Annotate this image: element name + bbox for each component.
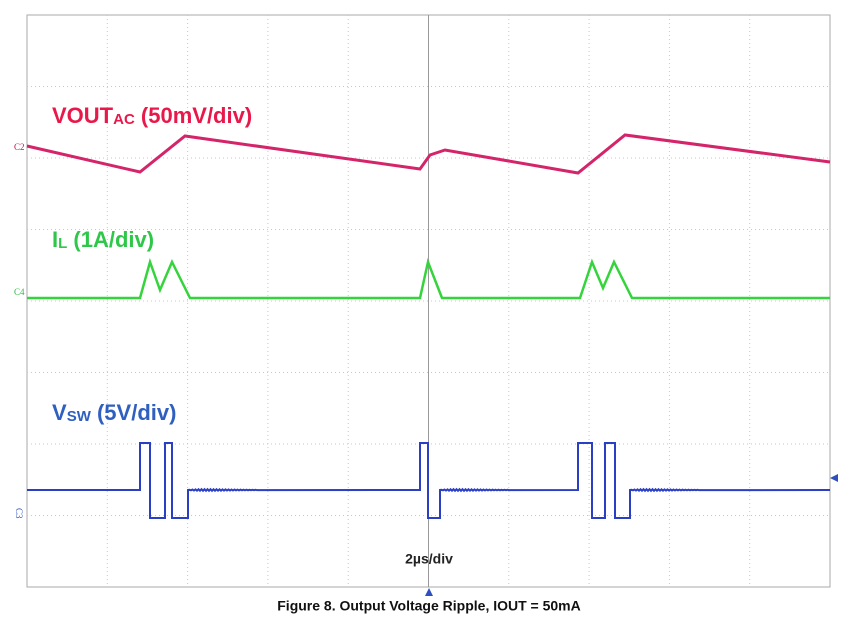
label-main: I	[52, 227, 58, 252]
label-scale: (5V/div)	[91, 400, 177, 425]
il-label: IL (1A/div)	[52, 227, 154, 252]
label-scale: (50mV/div)	[135, 103, 252, 128]
vsw-trace	[27, 442, 831, 519]
trigger-marker	[830, 474, 838, 482]
label-sub: AC	[113, 111, 135, 128]
label-main: V	[52, 400, 67, 425]
label-scale: (1A/div)	[67, 227, 154, 252]
vout-trace	[26, 133, 831, 175]
label-sub: SW	[67, 408, 92, 425]
channel-marker: C2	[14, 142, 25, 152]
il-trace	[27, 257, 830, 300]
channel-marker: C4	[14, 287, 25, 297]
timebase: 2µs/div	[405, 551, 453, 567]
vsw-label: VSW (5V/div)	[52, 400, 176, 425]
caption: Figure 8. Output Voltage Ripple, IOUT = …	[277, 598, 581, 614]
channel-marker: C3	[14, 508, 24, 519]
time-marker	[425, 588, 433, 596]
label-sub: L	[58, 235, 67, 252]
traces	[26, 133, 831, 519]
label-main: VOUT	[52, 103, 114, 128]
vout-label: VOUTAC (50mV/div)	[52, 103, 252, 128]
